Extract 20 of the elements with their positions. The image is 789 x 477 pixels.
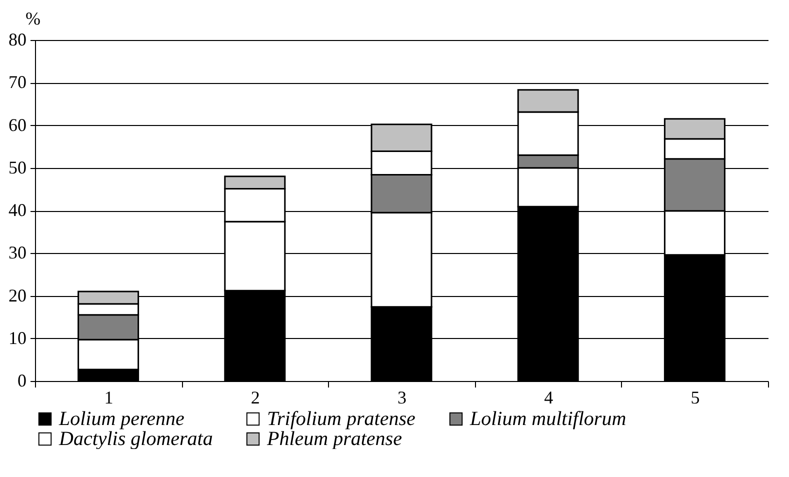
legend-label: Phleum pratense (266, 428, 402, 450)
y-tick-label: 80 (8, 30, 26, 50)
y-tick-label: 50 (8, 157, 26, 178)
y-tick-label: 40 (8, 200, 26, 220)
y-tick-label: 0 (18, 370, 26, 390)
x-tick-label: 1 (104, 388, 114, 408)
x-tick-label: 5 (690, 388, 700, 408)
y-tick-label: 30 (8, 242, 26, 263)
y-tick-label: 20 (8, 285, 26, 306)
y-axis-title: % (26, 8, 40, 28)
legend-label: Trifolium pratense (267, 408, 416, 430)
legend-label: Dactylis glomerata (58, 428, 213, 450)
legend-label: Lolium perenne (58, 408, 184, 430)
y-tick-label: 60 (8, 114, 26, 135)
y-tick-label: 10 (8, 328, 26, 348)
x-tick-label: 2 (250, 388, 260, 408)
y-tick-label: 70 (8, 72, 26, 92)
x-tick-label: 4 (544, 388, 554, 408)
legend-label: Lolium multiflorum (469, 408, 626, 430)
x-tick-label: 3 (398, 388, 406, 408)
